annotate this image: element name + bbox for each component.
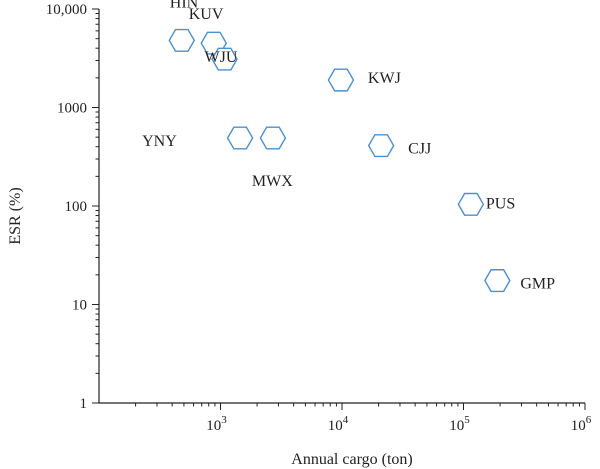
x-tick-label: 104 xyxy=(328,414,349,434)
y-axis-title: ESR (%) xyxy=(7,187,24,244)
point-label-mwx: MWX xyxy=(252,173,293,190)
data-point-mwx xyxy=(259,126,287,150)
point-label-wju: WJU xyxy=(205,49,238,66)
data-point-yny xyxy=(226,126,254,150)
point-label-kuv: KUV xyxy=(189,6,224,23)
y-tick-label: 1 xyxy=(80,396,88,412)
y-tick-label: 1000 xyxy=(57,101,87,117)
x-tick-label: 105 xyxy=(449,414,470,434)
point-label-gmp: GMP xyxy=(520,276,555,293)
x-tick-label: 106 xyxy=(571,414,592,434)
x-ticks: 103 104 105 106 xyxy=(135,403,592,434)
data-markers xyxy=(168,28,511,293)
y-tick-label: 100 xyxy=(65,199,88,215)
x-axis-title: Annual cargo (ton) xyxy=(291,451,412,468)
point-label-pus: PUS xyxy=(486,195,515,212)
data-point-gmp xyxy=(484,269,511,293)
x-tick-label: 103 xyxy=(206,414,227,434)
data-point-hin xyxy=(168,28,196,52)
data-point-wju xyxy=(211,47,238,71)
y-ticks: 1 10 100 1000 10,000 xyxy=(46,2,99,412)
data-point-pus xyxy=(457,192,485,216)
point-label-kwj: KWJ xyxy=(368,70,401,87)
point-label-cjj: CJJ xyxy=(408,141,431,158)
y-tick-label: 10,000 xyxy=(46,2,87,18)
data-point-cjj xyxy=(367,134,395,158)
y-tick-label: 10 xyxy=(72,298,87,314)
point-label-hin: HIN xyxy=(170,0,199,11)
data-point-kwj xyxy=(327,68,355,92)
point-label-yny: YNY xyxy=(142,133,177,150)
